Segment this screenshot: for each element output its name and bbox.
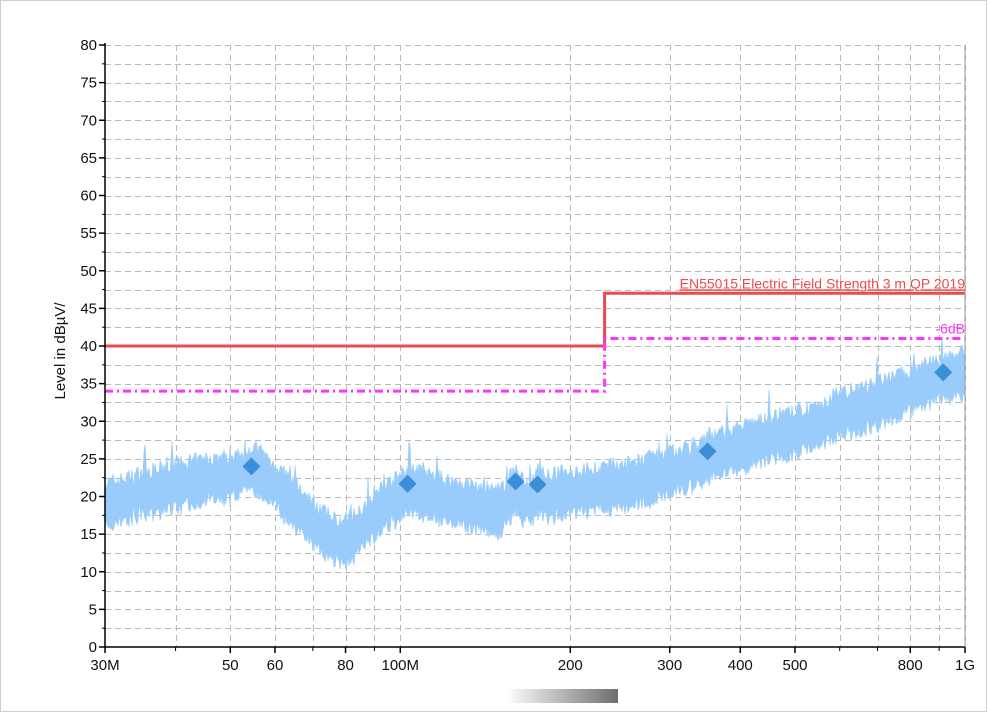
y-tick-label: 20 <box>80 489 97 506</box>
x-tick-label: 80 <box>337 657 354 674</box>
x-tick-label: 200 <box>558 657 583 674</box>
y-tick-label: 70 <box>80 112 97 129</box>
x-tick-label: 500 <box>782 657 807 674</box>
x-tick-label: 30M <box>90 657 119 674</box>
margin-line <box>105 337 965 393</box>
x-tick-label: 60 <box>267 657 284 674</box>
measurement-marker <box>528 475 547 494</box>
x-tick-label: 400 <box>728 657 753 674</box>
margin-line-label: -6dB <box>935 320 965 336</box>
x-tick-label: 800 <box>898 657 923 674</box>
label-layer: 0 5 10 15 20 25 30 35 40 45 50 55 60 65 70 75 80 30M 50 60 8… <box>52 37 975 674</box>
scroll-fade-indicator <box>506 689 618 703</box>
limit-line-label: EN55015 Electric Field Strength 3 m QP 2… <box>680 275 966 291</box>
y-tick-label: 30 <box>80 413 97 430</box>
measurement-marker <box>698 442 717 461</box>
y-tick-label: 40 <box>80 338 97 355</box>
y-tick-label: 5 <box>89 601 97 618</box>
y-tick-label: 15 <box>80 526 97 543</box>
measurement-marker <box>398 474 417 493</box>
limit-layer <box>105 291 965 393</box>
y-tick-label: 0 <box>89 639 97 656</box>
y-tick-label: 75 <box>80 75 97 92</box>
x-tick-label: 1G <box>955 657 975 674</box>
y-tick-label: 50 <box>80 263 97 280</box>
y-tick-label: 45 <box>80 300 97 317</box>
y-tick-label: 10 <box>80 564 97 581</box>
y-tick-label: 60 <box>80 188 97 205</box>
y-axis-title: Level in dBµV/ <box>52 302 69 400</box>
measurement-marker <box>242 457 261 476</box>
axes-layer <box>99 43 966 653</box>
marker-layer <box>242 363 953 494</box>
y-tick-label: 35 <box>80 376 97 393</box>
y-tick-label: 25 <box>80 451 97 468</box>
x-tick-label: 300 <box>657 657 682 674</box>
limit-line <box>105 291 965 348</box>
measurement-marker <box>934 363 953 382</box>
measurement-marker <box>506 472 525 491</box>
y-tick-label: 65 <box>80 150 97 167</box>
x-tick-label: 50 <box>222 657 239 674</box>
y-tick-label: 80 <box>80 37 97 54</box>
x-tick-label: 100M <box>382 657 420 674</box>
y-tick-label: 55 <box>80 225 97 242</box>
